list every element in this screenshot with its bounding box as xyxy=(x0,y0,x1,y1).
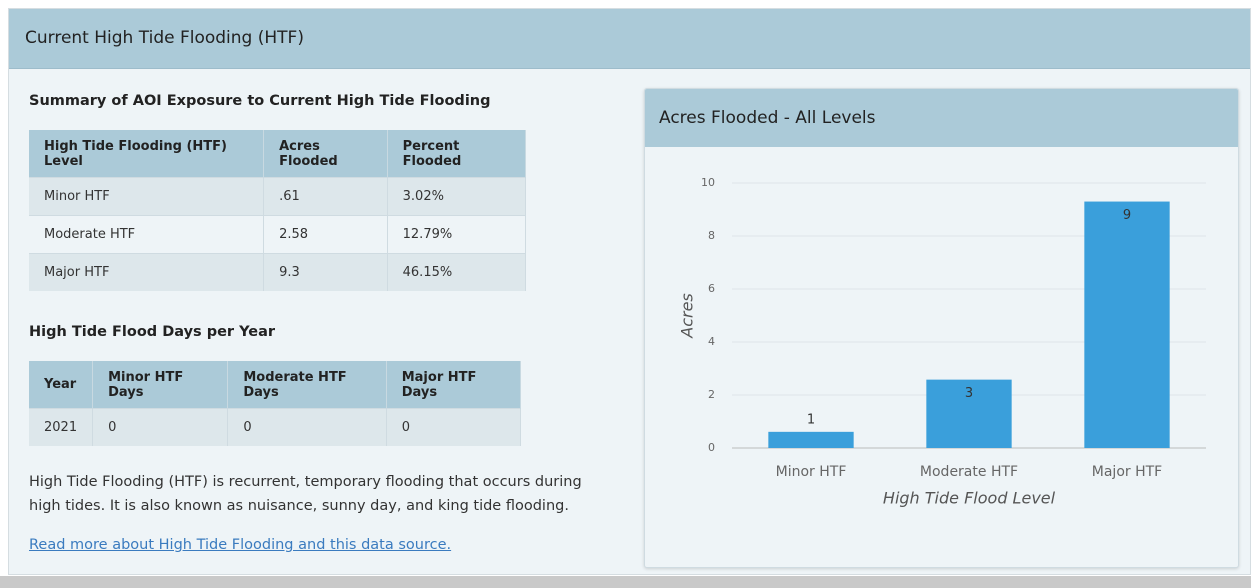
table-cell: 3.02% xyxy=(387,177,527,216)
column-header: Acres Flooded xyxy=(263,130,388,178)
x-axis-title: High Tide Flood Level xyxy=(883,489,1056,508)
table-cell: Minor HTF xyxy=(29,177,265,216)
panel: Current High Tide Flooding (HTF) Summary… xyxy=(8,8,1251,575)
header-row: Year Minor HTF Days Moderate HTF Days Major… xyxy=(29,361,522,409)
x-tick-label: Major HTF xyxy=(1092,464,1162,480)
column-header: Percent Flooded xyxy=(387,130,527,178)
y-tick-label: 0 xyxy=(708,441,715,454)
table-row: Minor HTF .61 3.02% xyxy=(29,177,527,216)
bar xyxy=(926,379,1012,448)
column-header: Moderate HTF Days xyxy=(227,361,387,409)
description: High Tide Flooding (HTF) is recurrent, t… xyxy=(29,474,582,514)
chart-title: Acres Flooded - All Levels xyxy=(659,108,876,128)
header-row: High Tide Flooding (HTF) Level Acres Floo… xyxy=(29,130,527,178)
x-tick-label: Minor HTF xyxy=(776,464,847,480)
y-tick-label: 8 xyxy=(708,229,715,242)
table-row: 2021 0 0 0 xyxy=(29,408,522,446)
summary-heading: Summary of AOI Exposure to Current High … xyxy=(29,93,491,109)
y-tick-label: 2 xyxy=(708,388,715,401)
summary-table: High Tide Flooding (HTF) Level Acres Floo… xyxy=(29,130,527,291)
table-row: Moderate HTF 2.58 12.79% xyxy=(29,215,527,254)
column-header: Major HTF Days xyxy=(386,361,522,409)
table-cell: 46.15% xyxy=(387,253,527,291)
table-cell: 12.79% xyxy=(387,215,527,254)
table-row: Major HTF 9.3 46.15% xyxy=(29,253,527,291)
column-header: Year xyxy=(29,361,94,409)
bar xyxy=(768,431,854,448)
table-cell: 2.58 xyxy=(263,215,388,254)
footer-bar xyxy=(0,576,1251,588)
table-cell: 9.3 xyxy=(263,253,388,291)
x-tick-label: Moderate HTF xyxy=(920,464,1018,480)
value-label: 3 xyxy=(965,386,973,401)
table-cell: Major HTF xyxy=(29,253,265,291)
table-cell: .61 xyxy=(263,177,388,216)
table-cell: 0 xyxy=(92,408,229,446)
column-header: High Tide Flooding (HTF) Level xyxy=(29,130,265,178)
y-tick-label: 4 xyxy=(708,335,715,348)
days-heading: High Tide Flood Days per Year xyxy=(29,324,276,340)
value-label: 1 xyxy=(807,412,815,427)
table-cell: 0 xyxy=(386,408,522,446)
y-tick-label: 10 xyxy=(701,176,715,189)
column-header: Minor HTF Days xyxy=(92,361,229,409)
chart-card: Acres Flooded - All Levels 0 2 4 6 8 10 Acres H… xyxy=(644,88,1239,568)
value-label: 9 xyxy=(1123,208,1131,223)
table-cell: 2021 xyxy=(29,408,94,446)
bar xyxy=(1084,201,1170,448)
days-table: Year Minor HTF Days Moderate HTF Days Major… xyxy=(29,361,522,446)
chart: Acres Flooded - All Levels 0 2 4 6 8 10 Acres H… xyxy=(645,89,1238,508)
table-cell: Moderate HTF xyxy=(29,215,265,254)
y-tick-label: 6 xyxy=(708,282,715,295)
panel-header: Current High Tide Flooding (HTF) xyxy=(9,9,1250,69)
table-cell: 0 xyxy=(227,408,387,446)
chart-header xyxy=(645,89,1238,147)
panel-title: Current High Tide Flooding (HTF) xyxy=(25,28,304,48)
y-axis-title: Acres xyxy=(678,293,697,339)
read-more-link[interactable]: Read more about High Tide Flooding and t… xyxy=(29,537,452,553)
